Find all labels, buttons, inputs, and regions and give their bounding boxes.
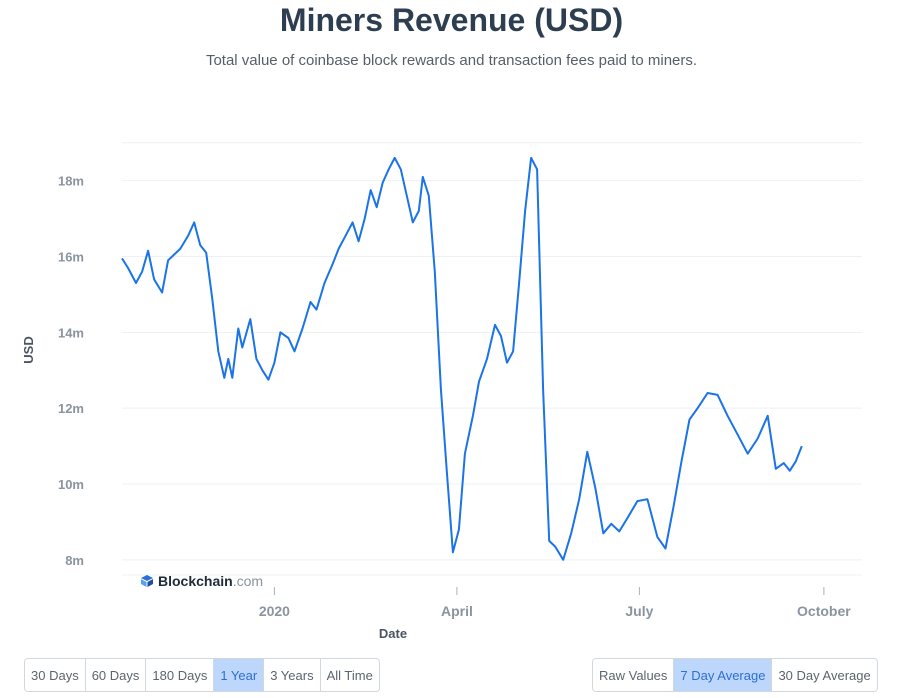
y-axis-label: USD [21, 336, 36, 363]
blockchain-logo-icon [141, 575, 153, 587]
y-tick-label: 14m [58, 325, 84, 340]
y-axis-ticks: 8m 10m 12m 14m 16m 18m [58, 174, 84, 568]
average-30-day-average-button[interactable]: 30 Day Average [772, 659, 877, 691]
x-axis-label: Date [379, 626, 407, 641]
line-chart: 8m 10m 12m 14m 16m 18m 2020 April July October U… [21, 142, 862, 641]
chart-title: Miners Revenue (USD) [279, 2, 624, 38]
timespan-all-time-button[interactable]: All Time [320, 659, 379, 691]
chart-subtitle: Total value of coinbase block rewards an… [205, 52, 698, 69]
brand-name: Blockchain [158, 573, 233, 589]
grid-lines [122, 142, 862, 561]
average-button-group: Raw Values 7 Day Average 30 Day Average [592, 658, 878, 692]
average-7-day-average-button[interactable]: 7 Day Average [674, 659, 773, 691]
timespan-3-years-button[interactable]: 3 Years [264, 659, 321, 691]
x-axis: 2020 April July October [122, 574, 862, 619]
x-tick-label: July [625, 603, 653, 619]
timespan-button-group: 30 Days 60 Days 180 Days 1 Year 3 Years All T… [24, 658, 380, 692]
x-tick-label: April [441, 603, 473, 619]
x-tick-label: 2020 [259, 603, 290, 619]
timespan-1-year-button[interactable]: 1 Year [214, 659, 265, 691]
average-raw-values-button[interactable]: Raw Values [593, 659, 675, 691]
blockchain-logo: Blockchain .com [140, 573, 263, 589]
y-tick-label: 18m [58, 174, 84, 189]
timespan-180-days-button[interactable]: 180 Days [146, 659, 215, 691]
y-tick-label: 16m [58, 250, 84, 265]
brand-suffix: .com [232, 573, 264, 589]
y-tick-label: 10m [58, 477, 84, 492]
series-line [121, 156, 803, 561]
timespan-60-days-button[interactable]: 60 Days [85, 659, 147, 691]
y-tick-label: 12m [58, 401, 84, 416]
timespan-30-days-button[interactable]: 30 Days [25, 659, 86, 691]
y-tick-label: 8m [65, 553, 84, 568]
x-tick-label: October [797, 603, 851, 619]
